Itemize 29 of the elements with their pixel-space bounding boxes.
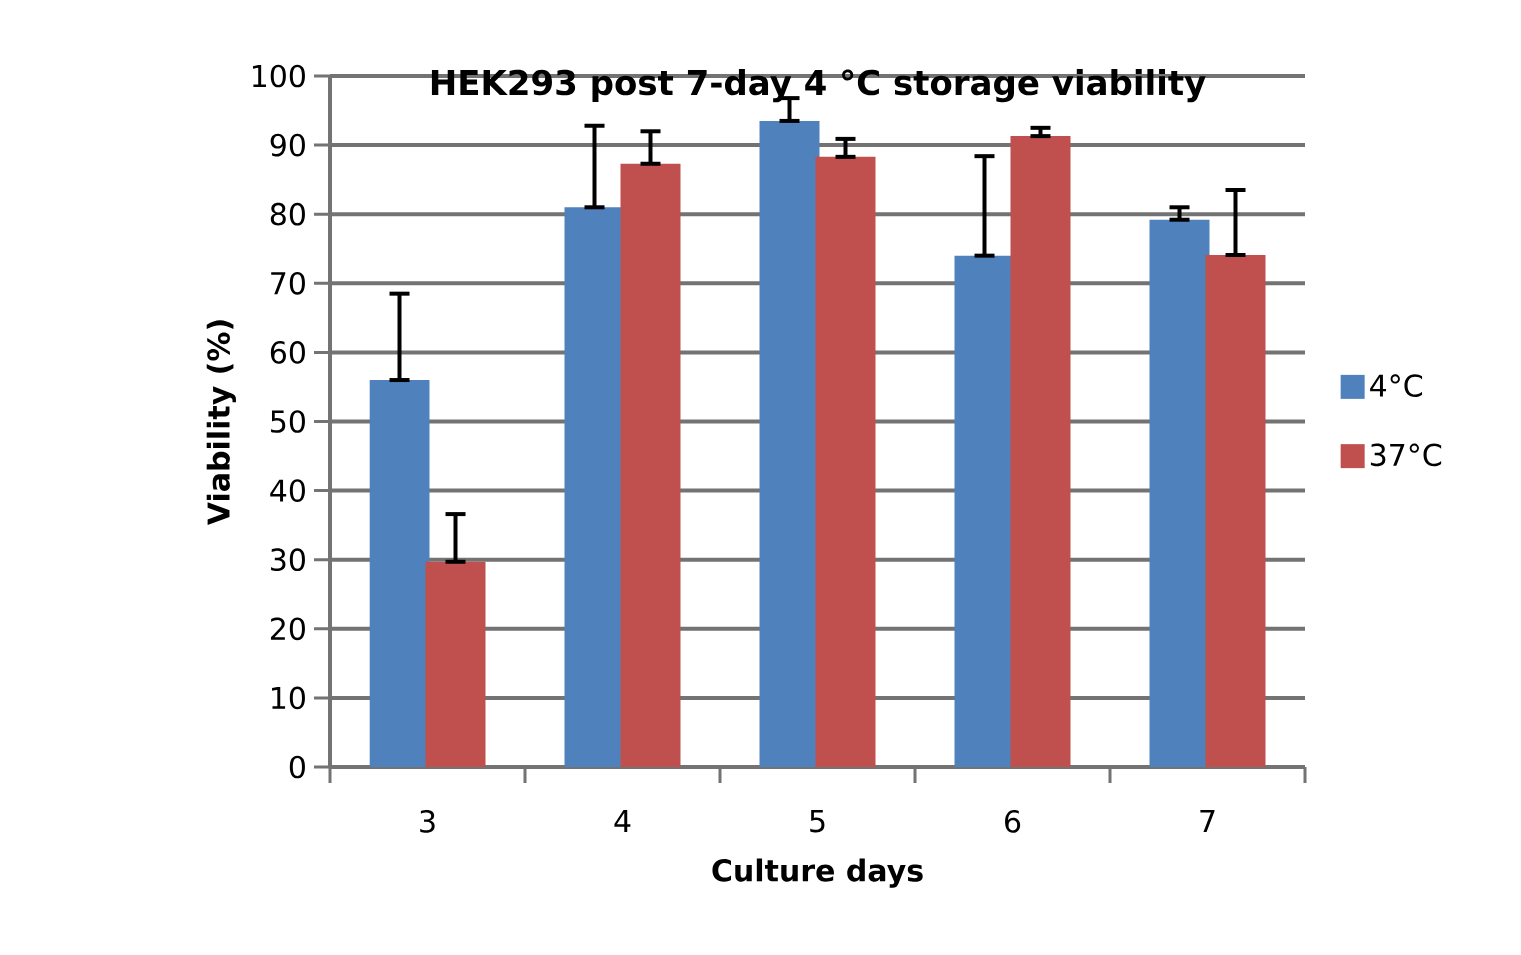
y-tick-label: 70 (271, 271, 305, 295)
legend-label: 37°C (1370, 443, 1442, 467)
bar (369, 380, 430, 767)
x-tick-label: 7 (1200, 810, 1215, 832)
y-tick-label: 60 (270, 341, 305, 364)
bar (1205, 254, 1266, 767)
chart-title: HEK293 post 7-day 4 °C storage viability (431, 69, 1206, 103)
x-tick-label: 4 (614, 810, 631, 832)
y-tick-label: 0 (289, 755, 305, 779)
bar (1010, 136, 1071, 767)
y-tick-label: 20 (270, 617, 305, 641)
bar (815, 156, 876, 767)
x-tick-label: 6 (1005, 810, 1021, 833)
bar (425, 561, 486, 767)
x-axis-title: Culture days (712, 858, 923, 888)
y-axis-title: Viability (%) (206, 320, 236, 526)
y-tick-label: 10 (272, 686, 305, 710)
y-tick-label: 80 (270, 202, 305, 226)
y-tick-label: 30 (271, 548, 305, 572)
y-tick-label: 90 (270, 133, 305, 157)
y-tick-label: 50 (271, 410, 305, 433)
x-tick-label: 5 (810, 810, 825, 833)
y-tick-label: 100 (252, 64, 305, 88)
legend-label: 4°C (1370, 374, 1423, 397)
x-tick-label: 3 (420, 810, 435, 833)
y-tick-label: 40 (270, 479, 305, 502)
bar (1149, 219, 1210, 767)
bar (620, 163, 681, 767)
bar (759, 120, 820, 767)
